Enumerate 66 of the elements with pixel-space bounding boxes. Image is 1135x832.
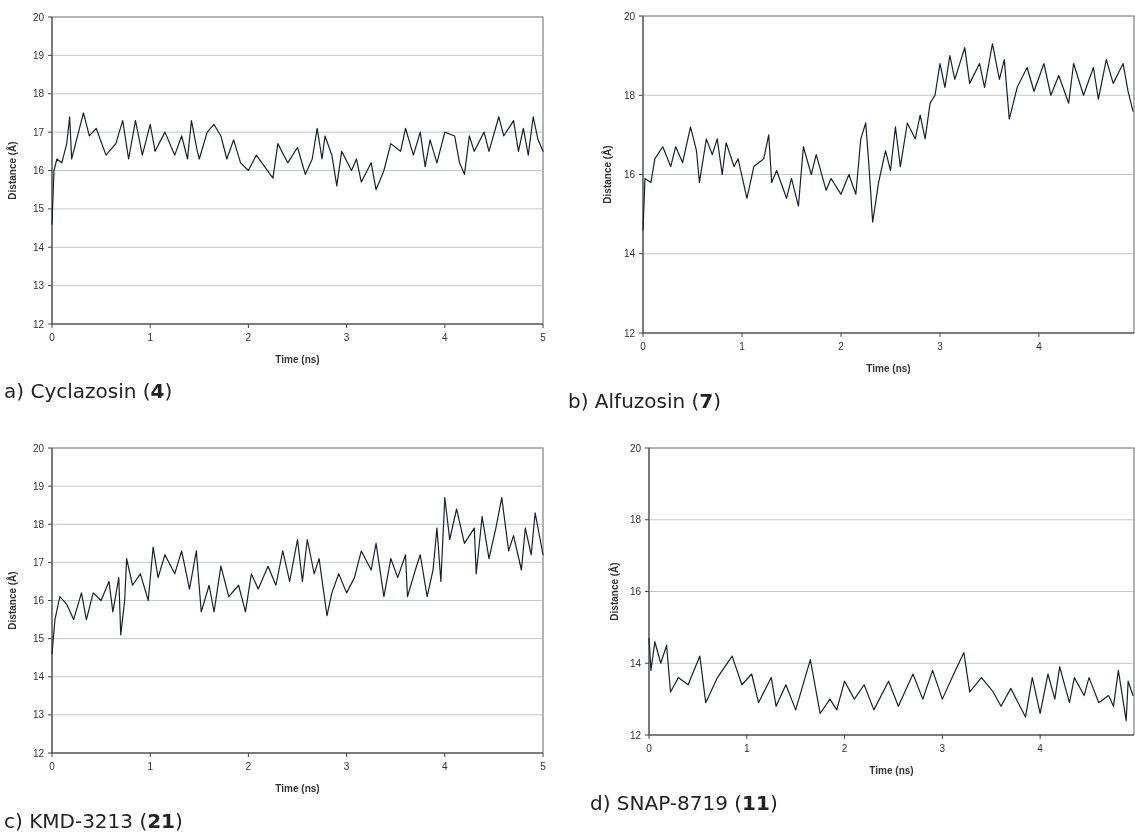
x-tick-label: 4 bbox=[1037, 743, 1044, 754]
x-tick-label: 2 bbox=[838, 341, 845, 352]
x-tick-label: 0 bbox=[49, 332, 56, 343]
y-tick-label: 14 bbox=[32, 241, 45, 253]
x-tick-label: 3 bbox=[937, 341, 944, 352]
y-tick-label: 15 bbox=[32, 203, 45, 215]
y-tick-label: 18 bbox=[629, 514, 642, 526]
text: d) SNAP-8719 (11) bbox=[590, 791, 778, 815]
x-tick-label: 2 bbox=[245, 761, 252, 772]
x-tick-label: 4 bbox=[442, 332, 449, 343]
y-tick-label: 18 bbox=[32, 88, 45, 100]
y-tick-label: 20 bbox=[629, 442, 642, 454]
line-series bbox=[51, 112, 544, 225]
x-tick-label: 3 bbox=[939, 743, 946, 754]
y-tick-label: 20 bbox=[32, 11, 45, 23]
y-tick-label: 19 bbox=[32, 49, 45, 61]
y-tick-label: 15 bbox=[32, 633, 45, 645]
y-tick-label: 12 bbox=[32, 747, 45, 759]
x-tick-label: 3 bbox=[343, 332, 350, 343]
y-tick-label: 14 bbox=[32, 671, 45, 683]
line-series bbox=[51, 496, 544, 655]
y-axis-title: Distance (Å) bbox=[601, 145, 613, 204]
text: a) Cyclazosin (4) bbox=[4, 379, 173, 403]
y-tick-label: 12 bbox=[629, 729, 642, 741]
y-tick-label: 17 bbox=[32, 556, 45, 568]
x-tick-label: 1 bbox=[744, 743, 750, 754]
x-axis-title: Time (ns) bbox=[275, 783, 320, 794]
y-tick-label: 16 bbox=[32, 595, 45, 606]
x-tick-label: 0 bbox=[49, 761, 56, 772]
y-tick-label: 20 bbox=[623, 10, 636, 22]
y-tick-label: 18 bbox=[32, 518, 45, 530]
text: c) KMD-3213 (21) bbox=[4, 809, 183, 832]
y-tick-label: 19 bbox=[32, 480, 45, 492]
y-tick-label: 13 bbox=[32, 709, 45, 721]
line-series bbox=[642, 43, 1134, 231]
y-tick-label: 20 bbox=[32, 442, 45, 454]
x-tick-label: 2 bbox=[841, 743, 848, 754]
x-tick-label: 4 bbox=[1036, 341, 1043, 352]
x-tick-label: 0 bbox=[646, 743, 653, 754]
y-tick-label: 14 bbox=[629, 657, 642, 669]
y-tick-label: 13 bbox=[32, 280, 45, 292]
x-axis-title: Time (ns) bbox=[866, 363, 911, 374]
x-axis-title: Time (ns) bbox=[869, 765, 914, 776]
y-tick-label: 12 bbox=[32, 318, 45, 330]
x-tick-label: 2 bbox=[245, 332, 252, 343]
x-axis-title: Time (ns) bbox=[275, 354, 320, 365]
x-tick-label: 0 bbox=[640, 341, 647, 352]
y-tick-label: 16 bbox=[32, 165, 45, 176]
y-axis-title: Distance (Å) bbox=[608, 562, 620, 621]
x-tick-label: 5 bbox=[540, 332, 547, 343]
x-tick-label: 1 bbox=[739, 341, 746, 352]
y-axis-title: Distance (Å) bbox=[6, 571, 18, 630]
y-tick-label: 17 bbox=[32, 126, 45, 138]
y-tick-label: 16 bbox=[629, 586, 642, 597]
x-tick-label: 4 bbox=[442, 761, 449, 772]
y-tick-label: 12 bbox=[623, 327, 636, 339]
line-series bbox=[648, 637, 1134, 722]
y-tick-label: 16 bbox=[623, 169, 636, 180]
x-tick-label: 5 bbox=[540, 761, 547, 772]
y-tick-label: 14 bbox=[623, 248, 636, 260]
text: b) Alfuzosin (7) bbox=[568, 389, 722, 413]
x-tick-label: 1 bbox=[147, 332, 154, 343]
y-tick-label: 18 bbox=[623, 89, 636, 101]
y-axis-title: Distance (Å) bbox=[6, 141, 18, 200]
x-tick-label: 3 bbox=[343, 761, 350, 772]
x-tick-label: 1 bbox=[147, 761, 154, 772]
